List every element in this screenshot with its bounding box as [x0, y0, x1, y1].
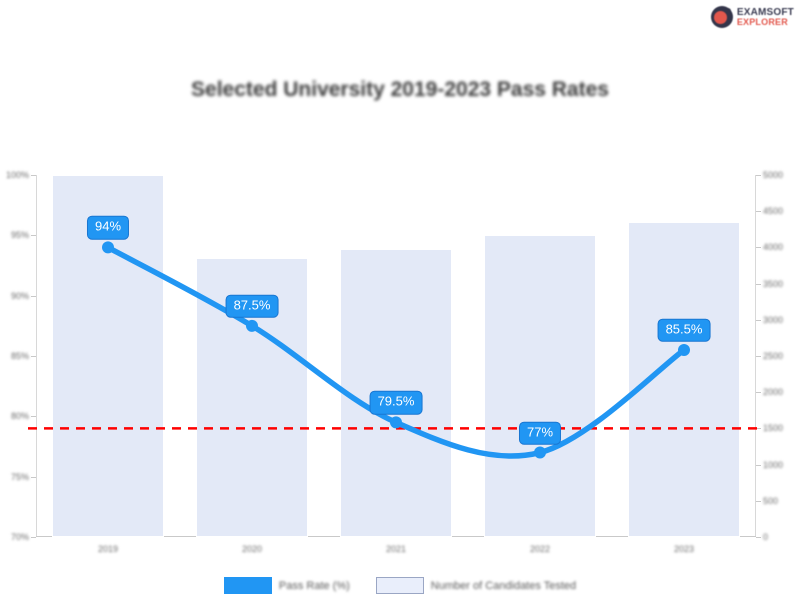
y-axis-right-line: [755, 175, 756, 537]
x-axis-tick-label: 2022: [529, 544, 551, 554]
x-axis-tick-label: 2019: [97, 544, 119, 554]
y-axis-right-tick-label: 4000: [763, 242, 784, 253]
logo-circle-icon: [710, 6, 733, 28]
y-axis-right-tick: [756, 428, 761, 430]
data-point-label: 94%: [86, 216, 130, 240]
y-axis-left-tick: [31, 416, 36, 418]
y-axis-right-tick: [756, 356, 761, 357]
data-point-label: 79.5%: [369, 391, 423, 415]
legend-swatch-line: [223, 577, 272, 594]
y-axis-left-tick: [31, 476, 36, 478]
data-point-label: 87.5%: [225, 294, 279, 318]
y-axis-left-tick-label: 85%: [10, 351, 29, 361]
y-axis-left-tick: [31, 356, 36, 357]
y-axis-right-tick-label: 3000: [763, 314, 784, 325]
y-axis-right-tick: [756, 211, 761, 213]
y-axis-left-tick: [31, 295, 36, 297]
plot-area: 100% 95% 90% 85% 80% 75% 70% 5000 4500 4000 3500 3…: [6, 170, 783, 554]
y-axis-right-tick-label: 4500: [763, 206, 784, 217]
data-point-label: 77%: [518, 421, 562, 445]
y-axis-right-tick: [756, 247, 761, 249]
y-axis-right-tick-label: 500: [763, 495, 779, 506]
y-axis-left-tick-label: 100%: [5, 170, 29, 180]
logo-line-1: EXAMSOFT: [736, 6, 794, 18]
chart-title: Selected University 2019-2023 Pass Rates: [191, 78, 609, 101]
y-axis-left-line: [36, 175, 37, 537]
brand-logo: EXAMSOFT EXPLORER: [710, 4, 794, 30]
legend-label: Pass Rate (%): [278, 579, 350, 592]
y-axis-right-tick: [756, 175, 761, 176]
x-axis-tick-label: 2023: [673, 544, 695, 554]
logo-wordmark: EXAMSOFT EXPLORER: [736, 6, 794, 27]
y-axis-right-tick: [756, 537, 761, 538]
y-axis-right-tick-label: 0: [763, 532, 769, 542]
legend-item[interactable]: Number of Candidates Tested: [375, 577, 577, 594]
data-point-label: 85.5%: [657, 318, 711, 342]
y-axis-left-tick: [31, 235, 36, 237]
legend-item[interactable]: Pass Rate (%): [223, 577, 350, 594]
y-axis-right-tick: [756, 500, 761, 502]
legend-swatch-bars: [375, 577, 424, 594]
y-axis-right-tick: [756, 283, 761, 285]
legend-label: Number of Candidates Tested: [430, 579, 577, 592]
chart-legend: Pass Rate (%) Number of Candidates Tested: [0, 577, 800, 594]
y-axis-right-tick-label: 2500: [763, 351, 784, 361]
bar[interactable]: [627, 222, 741, 537]
y-axis-right-tick-label: 1500: [763, 423, 784, 434]
y-axis-left-tick: [31, 537, 36, 538]
y-axis-left-tick-label: 70%: [10, 532, 29, 542]
bar[interactable]: [483, 234, 597, 537]
y-axis-left-tick-label: 90%: [10, 290, 29, 301]
y-axis-right-tick-label: 2000: [763, 387, 784, 398]
y-axis-right-tick: [756, 392, 761, 394]
y-axis-right-tick: [756, 464, 761, 466]
y-axis-right-tick-label: 3500: [763, 278, 784, 289]
y-axis-left-tick: [31, 175, 36, 176]
x-axis-tick-label: 2020: [241, 544, 263, 554]
y-axis-right-tick-label: 5000: [763, 170, 784, 180]
y-axis-left-tick-label: 75%: [10, 471, 29, 482]
y-axis-right-tick: [756, 319, 761, 321]
y-axis-left-tick-label: 95%: [10, 230, 29, 241]
x-axis-tick-label: 2021: [385, 544, 407, 554]
logo-line-2: EXPLORER: [736, 16, 788, 27]
y-axis-right-tick-label: 1000: [763, 459, 784, 470]
y-axis-left-tick-label: 80%: [10, 411, 29, 422]
